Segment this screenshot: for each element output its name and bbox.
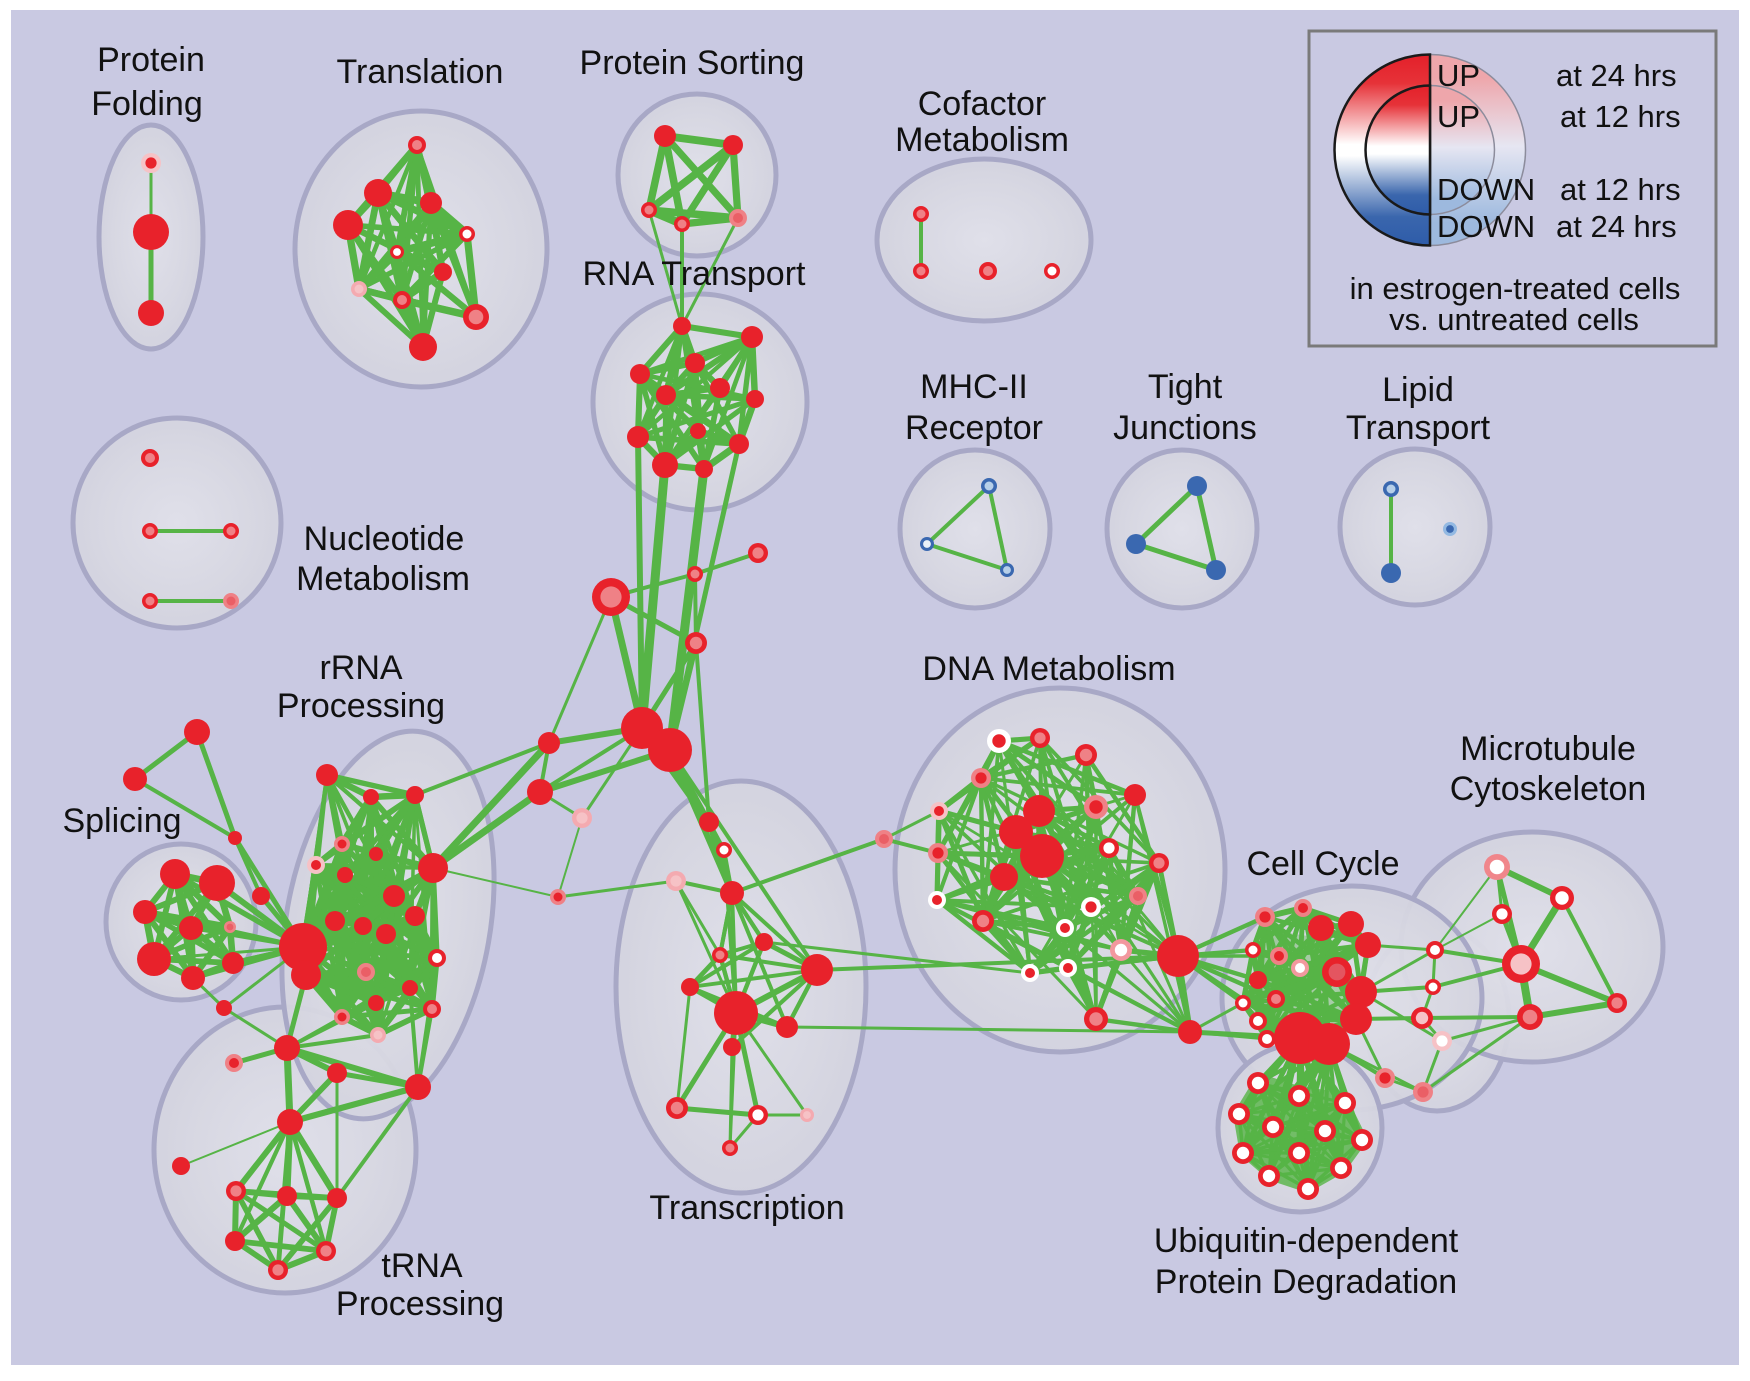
svg-text:Processing: Processing bbox=[336, 1285, 504, 1323]
svg-text:Receptor: Receptor bbox=[905, 409, 1043, 447]
svg-text:Processing: Processing bbox=[277, 687, 445, 725]
svg-text:Splicing: Splicing bbox=[62, 802, 181, 840]
svg-text:Folding: Folding bbox=[91, 85, 203, 123]
svg-text:Transcription: Transcription bbox=[649, 1189, 844, 1227]
svg-text:MHC-II: MHC-II bbox=[920, 368, 1028, 406]
svg-text:at 12 hrs: at 12 hrs bbox=[1560, 172, 1681, 207]
svg-text:in estrogen-treated cells: in estrogen-treated cells bbox=[1350, 271, 1681, 306]
svg-text:Translation: Translation bbox=[337, 53, 504, 91]
svg-text:Cell Cycle: Cell Cycle bbox=[1246, 845, 1399, 883]
svg-text:Junctions: Junctions bbox=[1113, 409, 1257, 447]
svg-text:Transport: Transport bbox=[1346, 409, 1491, 447]
svg-text:rRNA: rRNA bbox=[319, 649, 402, 687]
svg-text:Lipid: Lipid bbox=[1382, 371, 1454, 409]
svg-text:UP: UP bbox=[1437, 58, 1480, 93]
svg-text:Microtubule: Microtubule bbox=[1460, 730, 1636, 768]
svg-text:Cytoskeleton: Cytoskeleton bbox=[1450, 770, 1647, 808]
svg-text:vs. untreated cells: vs. untreated cells bbox=[1389, 302, 1639, 337]
svg-text:Cofactor: Cofactor bbox=[918, 85, 1047, 123]
svg-text:DOWN: DOWN bbox=[1437, 172, 1535, 207]
svg-text:Tight: Tight bbox=[1148, 368, 1223, 406]
svg-text:Nucleotide: Nucleotide bbox=[304, 520, 465, 558]
svg-text:Protein: Protein bbox=[97, 41, 205, 79]
svg-text:Protein Sorting: Protein Sorting bbox=[580, 44, 805, 82]
svg-text:Ubiquitin-dependent: Ubiquitin-dependent bbox=[1154, 1222, 1459, 1260]
svg-text:RNA Transport: RNA Transport bbox=[583, 255, 807, 293]
svg-text:at 24 hrs: at 24 hrs bbox=[1556, 209, 1677, 244]
svg-text:Metabolism: Metabolism bbox=[895, 121, 1069, 159]
svg-text:tRNA: tRNA bbox=[381, 1247, 463, 1285]
svg-text:UP: UP bbox=[1437, 99, 1480, 134]
svg-text:DOWN: DOWN bbox=[1437, 209, 1535, 244]
svg-text:DNA Metabolism: DNA Metabolism bbox=[922, 650, 1175, 688]
svg-text:Protein Degradation: Protein Degradation bbox=[1155, 1263, 1457, 1301]
svg-text:Metabolism: Metabolism bbox=[296, 560, 470, 598]
svg-text:at 12 hrs: at 12 hrs bbox=[1560, 99, 1681, 134]
svg-text:at 24 hrs: at 24 hrs bbox=[1556, 58, 1677, 93]
